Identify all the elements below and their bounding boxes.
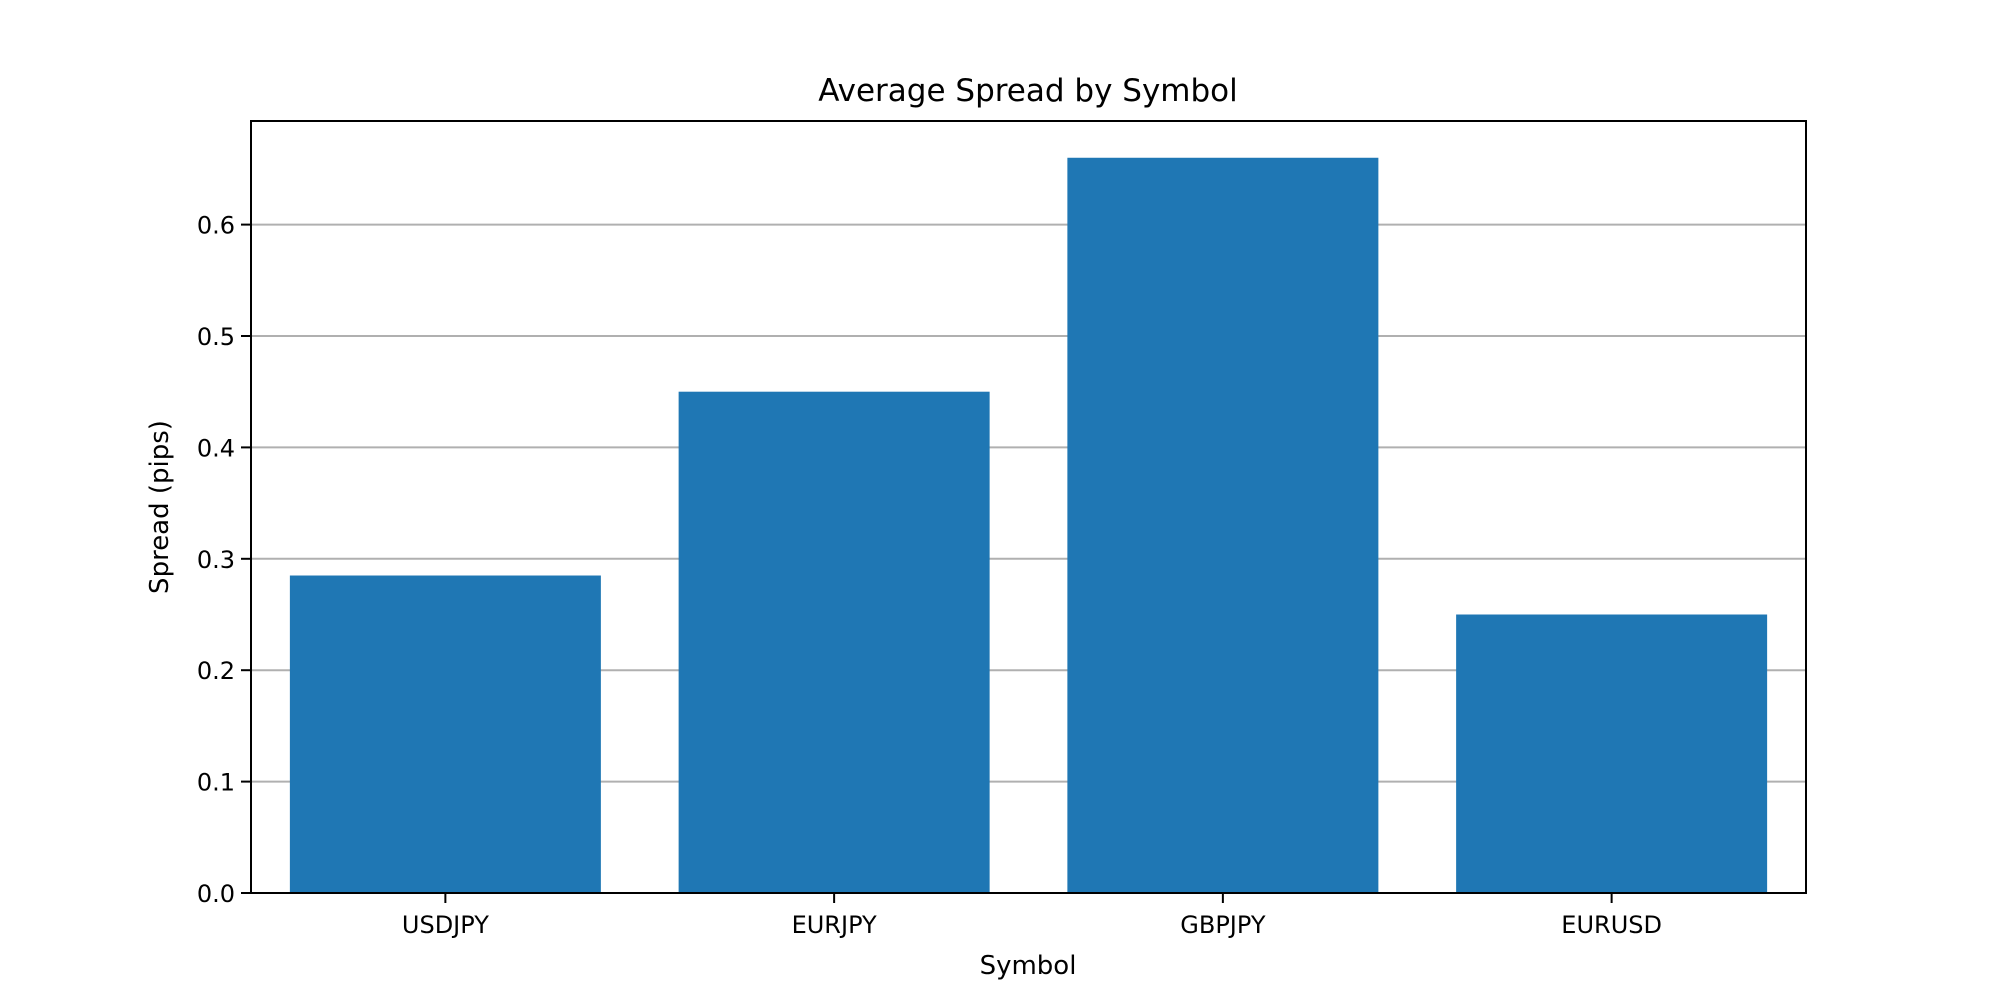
y-axis-label: Spread (pips) [145, 420, 175, 594]
y-tick-label: 0.5 [197, 323, 235, 351]
x-tick-label: EURJPY [792, 911, 877, 939]
y-tick-label: 0.1 [197, 769, 235, 797]
bar-usdjpy [289, 575, 601, 893]
y-tick-label: 0.6 [197, 212, 235, 240]
x-tick-label: GBPJPY [1180, 911, 1266, 939]
x-tick-label: USDJPY [402, 911, 489, 939]
bar-eurusd [1456, 614, 1768, 893]
plot-frame [250, 120, 1807, 894]
bar-gbpjpy [1067, 157, 1379, 893]
x-tick-label: EURUSD [1561, 911, 1662, 939]
chart-title: Average Spread by Symbol [818, 73, 1238, 109]
x-axis-ticks: USDJPY EURJPY GBPJPY EURUSD [402, 893, 1662, 939]
bar-eurjpy [678, 391, 990, 893]
y-tick-label: 0.0 [197, 880, 235, 908]
y-tick-label: 0.3 [197, 546, 235, 574]
y-tick-label: 0.2 [197, 657, 235, 685]
bars [289, 157, 1768, 893]
y-axis-ticks: 0.0 0.1 0.2 0.3 0.4 0.5 0.6 [197, 212, 251, 908]
x-axis-label: Symbol [980, 951, 1077, 981]
y-tick-label: 0.4 [197, 434, 235, 462]
